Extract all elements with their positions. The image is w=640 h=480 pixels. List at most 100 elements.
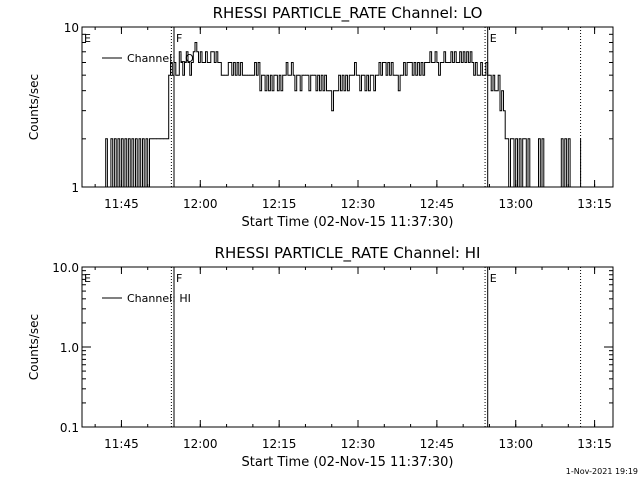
data-point [180, 62, 182, 63]
data-point [149, 138, 150, 140]
data-point [112, 186, 114, 188]
data-point [217, 62, 219, 63]
data-point [419, 74, 420, 76]
data-point [138, 138, 140, 140]
data-point [441, 62, 443, 63]
data-point [326, 90, 327, 92]
data-point [560, 138, 562, 140]
y-tick-label: 1.0 [60, 341, 79, 355]
x-tick-label: 13:00 [498, 437, 533, 451]
data-point [459, 51, 461, 53]
data-point [422, 74, 424, 76]
event-marker-label: F [176, 32, 182, 45]
data-point [464, 62, 466, 63]
data-point [454, 51, 455, 53]
data-point [361, 74, 362, 76]
data-point [513, 186, 515, 188]
data-point [348, 74, 350, 76]
data-point [270, 74, 271, 76]
data-point [434, 51, 436, 53]
data-point [380, 74, 382, 76]
x-tick-label: 12:00 [183, 197, 218, 211]
data-point [159, 138, 161, 140]
data-point [387, 62, 389, 63]
data-point [107, 186, 108, 188]
data-point [299, 90, 301, 92]
data-point [368, 90, 369, 92]
data-point [515, 138, 517, 140]
data-point [317, 74, 319, 76]
data-point [510, 138, 511, 140]
data-point [324, 74, 326, 76]
chart-panel-lo: RHESSI PARTICLE_RATE Channel: LO Start Ti… [27, 4, 614, 230]
data-point [187, 62, 189, 63]
data-point [249, 74, 250, 76]
data-point [333, 90, 334, 92]
data-point [426, 62, 427, 63]
data-point [461, 62, 462, 63]
y-tick-label: 0.1 [60, 421, 79, 435]
event-marker-label: E [490, 32, 497, 45]
data-point [492, 74, 494, 76]
plot-frame [81, 266, 614, 428]
x-tick-label: 13:15 [577, 197, 612, 211]
data-point [410, 62, 411, 63]
data-point [503, 110, 504, 112]
data-point [292, 74, 294, 76]
data-point [359, 90, 361, 92]
data-point [245, 74, 247, 76]
data-point [355, 74, 357, 76]
x-tick-label: 11:45 [104, 197, 139, 211]
data-point [334, 90, 336, 92]
data-point [352, 74, 354, 76]
data-point [480, 62, 482, 63]
x-tick-label: 12:45 [420, 437, 455, 451]
data-point [411, 74, 413, 76]
data-point [308, 90, 310, 92]
data-point [392, 74, 394, 76]
data-point [543, 186, 545, 188]
data-point [227, 62, 229, 63]
data-point [312, 74, 313, 76]
x-tick-label: 12:00 [183, 437, 218, 451]
data-point [476, 74, 478, 76]
data-point [385, 74, 387, 76]
data-point [108, 186, 110, 188]
data-point [271, 90, 273, 92]
x-axis-label: Start Time (02-Nov-15 11:37:30) [242, 455, 454, 470]
data-point [364, 90, 366, 92]
data-point [199, 51, 201, 53]
data-point [433, 62, 434, 63]
data-point [469, 51, 471, 53]
event-marker-label: E [84, 272, 91, 285]
data-point [175, 74, 177, 76]
legend-label: Channel: LO [127, 52, 194, 65]
data-point [448, 62, 450, 63]
data-point [219, 62, 221, 63]
y-axis-label: Counts/sec [27, 74, 41, 140]
data-point [529, 186, 531, 188]
data-point [490, 90, 492, 92]
data-point [266, 74, 268, 76]
data-point [322, 90, 324, 92]
data-point [343, 90, 345, 92]
data-point [452, 62, 453, 63]
x-tick-label: 12:30 [341, 437, 376, 451]
x-tick-label: 12:45 [420, 197, 455, 211]
data-point [127, 138, 129, 140]
data-point [466, 51, 468, 53]
data-point [261, 74, 262, 76]
data-point [110, 138, 112, 140]
data-point [298, 74, 299, 76]
x-tick-label: 12:15 [262, 197, 297, 211]
y-axis-label: Counts/sec [27, 314, 41, 380]
data-point [184, 62, 185, 63]
data-point [306, 74, 308, 76]
data-point [305, 74, 306, 76]
data-point [336, 90, 338, 92]
data-point [413, 62, 415, 63]
data-point [327, 90, 329, 92]
chart-panel-hi: RHESSI PARTICLE_RATE Channel: HI Start Ti… [27, 244, 614, 470]
data-point [254, 62, 256, 63]
data-point [136, 186, 138, 188]
